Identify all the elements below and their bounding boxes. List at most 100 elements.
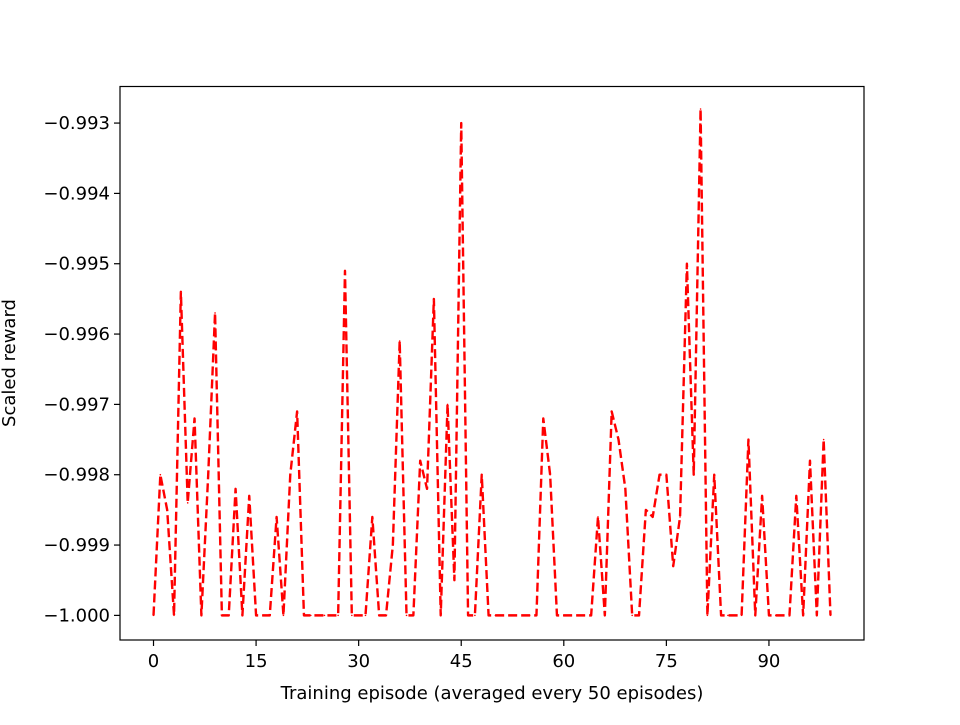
data-point bbox=[337, 614, 339, 617]
data-point bbox=[433, 298, 435, 300]
data-point bbox=[426, 487, 428, 490]
x-tick-label: 0 bbox=[148, 651, 159, 672]
data-point bbox=[303, 614, 305, 617]
y-tick-label: −0.996 bbox=[43, 324, 110, 345]
data-point bbox=[207, 473, 210, 476]
y-axis-label: Scaled reward bbox=[0, 299, 20, 427]
data-point bbox=[193, 417, 196, 420]
data-point bbox=[173, 614, 175, 617]
data-point bbox=[159, 473, 162, 476]
data-point bbox=[610, 410, 613, 413]
data-point bbox=[590, 614, 592, 617]
data-point bbox=[282, 614, 285, 617]
data-point bbox=[378, 614, 380, 617]
data-point bbox=[487, 614, 490, 617]
data-point bbox=[672, 565, 675, 567]
data-point bbox=[665, 473, 668, 476]
y-tick-label: −0.995 bbox=[43, 254, 110, 275]
data-point bbox=[200, 614, 203, 617]
data-point bbox=[357, 614, 360, 617]
data-point bbox=[822, 438, 825, 441]
y-tick-label: −0.993 bbox=[43, 113, 110, 134]
x-axis-label: Training episode (averaged every 50 epis… bbox=[280, 683, 704, 704]
data-point bbox=[289, 473, 292, 476]
data-point bbox=[829, 614, 832, 617]
data-point bbox=[385, 614, 387, 617]
data-point bbox=[651, 516, 654, 518]
data-point bbox=[180, 291, 182, 293]
x-tick-label: 30 bbox=[347, 651, 370, 672]
data-point bbox=[617, 438, 620, 441]
data-point bbox=[788, 614, 791, 617]
plot-marks bbox=[152, 107, 832, 617]
data-point bbox=[727, 614, 729, 617]
data-point bbox=[781, 614, 784, 617]
axes-frame bbox=[119, 85, 865, 641]
data-point bbox=[515, 614, 517, 617]
data-point bbox=[556, 614, 558, 617]
data-point bbox=[460, 122, 463, 124]
data-point bbox=[501, 614, 504, 617]
data-point bbox=[692, 473, 695, 476]
data-point bbox=[733, 614, 736, 617]
data-point bbox=[747, 438, 750, 441]
x-tick-label: 15 bbox=[245, 651, 268, 672]
x-tick-label: 90 bbox=[757, 651, 780, 672]
data-point bbox=[528, 614, 531, 617]
data-point bbox=[761, 495, 763, 497]
data-point bbox=[597, 516, 599, 518]
data-point bbox=[364, 614, 367, 617]
data-point bbox=[740, 614, 743, 617]
data-point bbox=[631, 614, 633, 617]
data-point bbox=[576, 614, 579, 617]
data-point bbox=[658, 473, 661, 476]
data-point bbox=[713, 473, 716, 476]
data-point bbox=[474, 614, 476, 617]
series-line bbox=[152, 107, 832, 617]
data-point bbox=[542, 417, 545, 420]
data-point bbox=[521, 614, 524, 617]
data-point bbox=[467, 614, 469, 617]
data-point bbox=[186, 502, 189, 504]
data-point bbox=[323, 614, 326, 617]
data-point bbox=[371, 516, 374, 518]
x-axis-ticks: 0 15 30 45 60 75 90 bbox=[148, 640, 780, 672]
data-point bbox=[221, 614, 223, 617]
data-point bbox=[706, 614, 709, 617]
data-point bbox=[774, 614, 777, 617]
data-point bbox=[255, 614, 257, 617]
data-point bbox=[795, 495, 798, 497]
data-point bbox=[754, 614, 757, 617]
data-point bbox=[549, 473, 551, 476]
data-point bbox=[241, 614, 244, 617]
data-point bbox=[768, 614, 770, 617]
data-point bbox=[624, 487, 627, 490]
data-point bbox=[166, 509, 168, 511]
data-point bbox=[419, 459, 422, 462]
data-point bbox=[563, 614, 565, 617]
data-point bbox=[802, 614, 804, 617]
data-point bbox=[227, 614, 230, 617]
y-tick-label: −0.999 bbox=[43, 535, 110, 556]
data-point bbox=[638, 614, 640, 617]
data-point bbox=[809, 459, 811, 462]
y-tick-label: −0.998 bbox=[43, 465, 110, 486]
data-point bbox=[453, 579, 456, 582]
data-point bbox=[296, 410, 298, 413]
data-point bbox=[439, 614, 442, 617]
data-point bbox=[234, 487, 237, 490]
y-axis-ticks: −1.000 −0.999 −0.998 −0.997 −0.996 −0.995 −0.9… bbox=[43, 113, 120, 626]
data-point bbox=[583, 614, 586, 617]
y-tick-label: −1.000 bbox=[43, 605, 110, 626]
data-point bbox=[248, 495, 251, 497]
data-point bbox=[405, 614, 408, 617]
data-point bbox=[275, 516, 278, 518]
data-point bbox=[535, 614, 538, 617]
data-point bbox=[214, 312, 216, 314]
x-tick-label: 75 bbox=[655, 651, 678, 672]
data-point bbox=[508, 614, 510, 617]
data-point bbox=[268, 614, 271, 617]
data-point bbox=[699, 108, 702, 110]
